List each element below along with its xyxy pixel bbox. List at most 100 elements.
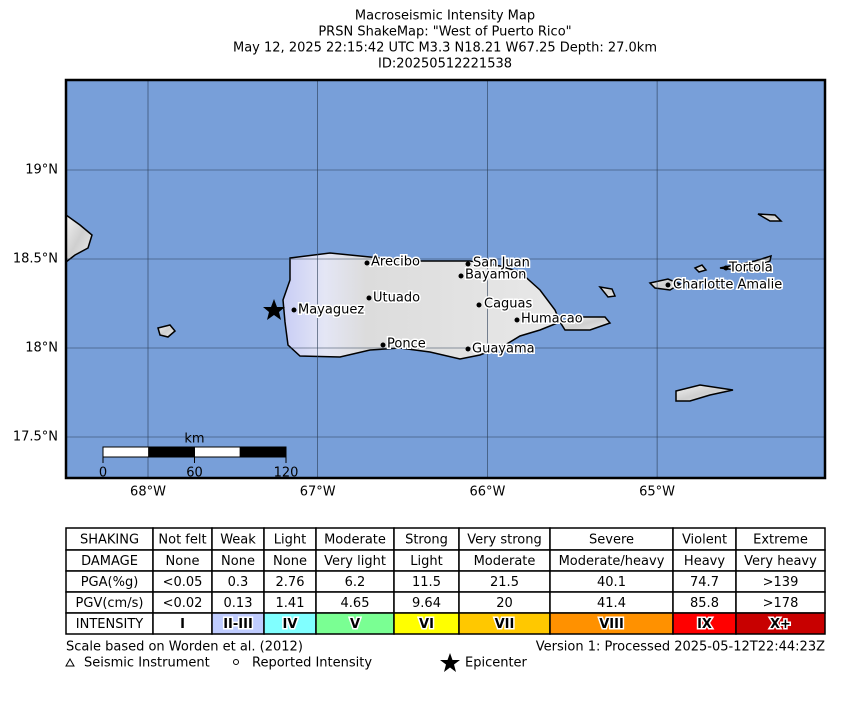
- scale-segment: [148, 446, 195, 458]
- cell-text: 2.76: [276, 575, 305, 590]
- cell-text: I: [180, 617, 185, 632]
- cell-text: Very light: [324, 554, 386, 569]
- intensity-table: SHAKING Not felt Weak Light Moderate Strong Ve…: [65, 527, 826, 635]
- cell-text: PGA(%g): [81, 575, 139, 590]
- cell-text: Weak: [220, 533, 256, 548]
- lat-label: 18.5°N: [13, 252, 58, 267]
- cell-text: VII: [495, 617, 515, 632]
- city-label: Utuado: [373, 291, 420, 306]
- city-label: Arecibo: [371, 255, 420, 270]
- scale-label: 0: [99, 466, 107, 481]
- scale-segment: [239, 446, 287, 458]
- cell-text: Heavy: [684, 554, 725, 569]
- cell-text: <0.02: [163, 596, 203, 611]
- scale-note: Scale based on Worden et al. (2012): [66, 640, 303, 655]
- city-label: Bayamon: [465, 268, 526, 283]
- cell-text: Moderate: [324, 533, 386, 548]
- table-cell: [735, 612, 826, 635]
- cell-text: PGV(cm/s): [76, 596, 144, 611]
- map: Arecibo San Juan Bayamon Utuado Caguas M…: [66, 80, 825, 481]
- land: [66, 213, 783, 402]
- city-label: Tortola: [728, 261, 773, 276]
- cell-text: None: [273, 554, 307, 569]
- cell-text: DAMAGE: [81, 554, 138, 569]
- cell-text: Violent: [682, 533, 727, 548]
- cell-text: VIII: [599, 617, 624, 632]
- city-label: Humacao: [521, 312, 583, 327]
- cell-text: Light: [410, 554, 442, 569]
- scale-segment: [102, 446, 150, 458]
- cell-text: 4.65: [341, 596, 370, 611]
- version: Version 1: Processed 2025-05-12T22:44:23…: [536, 640, 825, 655]
- cell-text: II-III: [223, 617, 253, 632]
- cell-text: SHAKING: [80, 533, 139, 548]
- lon-label: 67°W: [300, 485, 336, 500]
- axis-labels: 68°W 67°W 66°W 65°W 19°N 18.5°N 18°N 17.5°N: [13, 163, 675, 500]
- cell-text: Severe: [589, 533, 634, 548]
- subtitle: PRSN ShakeMap: "West of Puerto Rico": [318, 25, 571, 40]
- cell-text: X+: [770, 617, 791, 632]
- legend-label: Reported Intensity: [252, 656, 372, 671]
- lon-label: 65°W: [639, 485, 675, 500]
- cell-text: 6.2: [345, 575, 366, 590]
- legend-label: Epicenter: [465, 656, 528, 671]
- city-label: Mayaguez: [298, 303, 364, 318]
- city-label: Guayama: [472, 342, 535, 357]
- cell-text: IX: [697, 617, 712, 632]
- epicenter-icon: [440, 653, 460, 672]
- cell-text: VI: [419, 617, 434, 632]
- reported-icon: [233, 659, 239, 665]
- city-label: San Juan: [473, 256, 530, 271]
- event-id: ID:20250512221538: [378, 57, 512, 72]
- scale-segment: [194, 446, 241, 458]
- cell-text: Very strong: [467, 533, 541, 548]
- lat-label: 18°N: [25, 341, 58, 356]
- lat-label: 17.5°N: [13, 430, 58, 445]
- map-frame: [64, 78, 827, 480]
- cell-text: 74.7: [690, 575, 719, 590]
- cell-text: 11.5: [412, 575, 441, 590]
- cities: Arecibo San Juan Bayamon Utuado Caguas M…: [291, 253, 784, 358]
- cell-text: None: [221, 554, 255, 569]
- cell-text: Light: [274, 533, 306, 548]
- cell-text: 20: [496, 596, 513, 611]
- cell-text: Moderate/heavy: [559, 554, 665, 569]
- cell-text: 9.64: [412, 596, 441, 611]
- cell-text: V: [350, 617, 360, 632]
- cell-text: Extreme: [753, 533, 808, 548]
- lat-label: 19°N: [25, 163, 58, 178]
- cell-text: 21.5: [490, 575, 519, 590]
- cell-text: 40.1: [597, 575, 626, 590]
- scale-unit: km: [184, 432, 204, 447]
- city-label: Charlotte Amalie: [673, 278, 782, 293]
- scale-label: 60: [186, 466, 203, 481]
- legend-label: Seismic Instrument: [84, 656, 210, 671]
- cell-text: >139: [763, 575, 799, 590]
- cell-text: None: [166, 554, 200, 569]
- city-label: Ponce: [387, 337, 426, 352]
- cell-text: 85.8: [690, 596, 719, 611]
- cell-text: 0.13: [224, 596, 253, 611]
- cell-text: >178: [763, 596, 799, 611]
- lon-label: 66°W: [469, 485, 505, 500]
- cell-text: 0.3: [228, 575, 249, 590]
- cell-text: Strong: [405, 533, 448, 548]
- scale-label: 120: [274, 466, 299, 481]
- cell-text: 41.4: [597, 596, 626, 611]
- cell-text: Moderate: [474, 554, 536, 569]
- cell-text: INTENSITY: [76, 617, 143, 632]
- city-label: Caguas: [484, 297, 533, 312]
- instrument-icon: [65, 657, 75, 667]
- graticule: [66, 80, 825, 478]
- scale-bar: 0 60 120 km: [99, 432, 299, 481]
- event-info: May 12, 2025 22:15:42 UTC M3.3 N18.21 W6…: [233, 41, 657, 56]
- cell-text: 1.41: [276, 596, 305, 611]
- cell-text: Not felt: [158, 533, 206, 548]
- lon-label: 68°W: [130, 485, 166, 500]
- cell-text: <0.05: [163, 575, 203, 590]
- cell-text: IV: [283, 617, 298, 632]
- title: Macroseismic Intensity Map: [355, 9, 535, 24]
- cell-text: Very heavy: [744, 554, 817, 569]
- epicenter: [263, 299, 285, 320]
